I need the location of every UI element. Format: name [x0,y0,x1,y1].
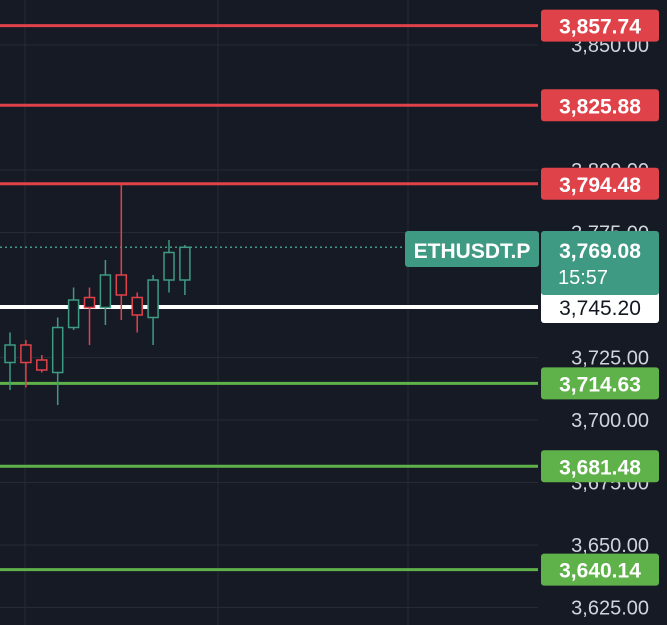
level-price-tag: 3,857.74 [541,9,659,42]
level-tag-label: 3,794.48 [559,174,641,197]
current-price-label: 3,769.08 [559,240,641,263]
level-tag-label: 3,681.48 [559,456,641,479]
level-tag-label: 3,825.88 [559,95,641,118]
level-price-tag: 3,794.48 [541,167,659,200]
candle-body [20,344,32,364]
level-tag-background [541,367,659,400]
level-tag-background [541,291,659,323]
level-tag-background [541,167,659,200]
candle-body [115,274,128,296]
grid [0,0,538,625]
level-tag-background [541,9,659,42]
candle-body [147,279,159,319]
current-price-tag: ETHUSDT.P 3,769.08 15:57 [405,231,659,295]
candle-body [131,296,143,316]
level-lines [0,24,538,572]
candle-body [99,274,112,309]
symbol-label: ETHUSDT.P [414,240,531,263]
candle-body [83,296,96,309]
level-price-tag: 3,745.20 [541,291,659,323]
level-tag-background [541,89,659,122]
level-price-tag: 3,640.14 [541,553,659,586]
y-tick-label: 3,725.00 [571,348,649,370]
candle-body [51,326,64,374]
level-tag-background [541,553,659,586]
candle-body [4,344,16,364]
bar-countdown-label: 15:57 [558,267,608,289]
symbol-tag-background [405,231,539,267]
level-price-tag: 3,714.63 [541,367,659,400]
y-tick-label: 3,700.00 [571,410,649,432]
level-tag-background [541,450,659,483]
candle-body [179,246,191,281]
level-tag-label: 3,857.74 [559,16,641,39]
y-axis-ticks: 3,625.003,650.003,675.003,700.003,725.00… [571,35,649,620]
y-tick-label: 3,625.00 [571,598,649,620]
level-tag-label: 3,745.20 [559,297,641,320]
level-price-tag: 3,825.88 [541,89,659,122]
level-tag-label: 3,640.14 [559,560,641,583]
y-tick-label: 3,650.00 [571,535,649,557]
current-price-tag-background [541,231,659,295]
candle-body [67,299,80,329]
candle-body [163,251,175,281]
level-tag-label: 3,714.63 [559,373,641,396]
candles [4,183,191,405]
level-price-tag: 3,681.48 [541,450,659,483]
candle-body [36,359,48,371]
price-tags: 3,857.74 3,825.88 3,794.48 3,745.20 3,714.63… [405,9,659,586]
